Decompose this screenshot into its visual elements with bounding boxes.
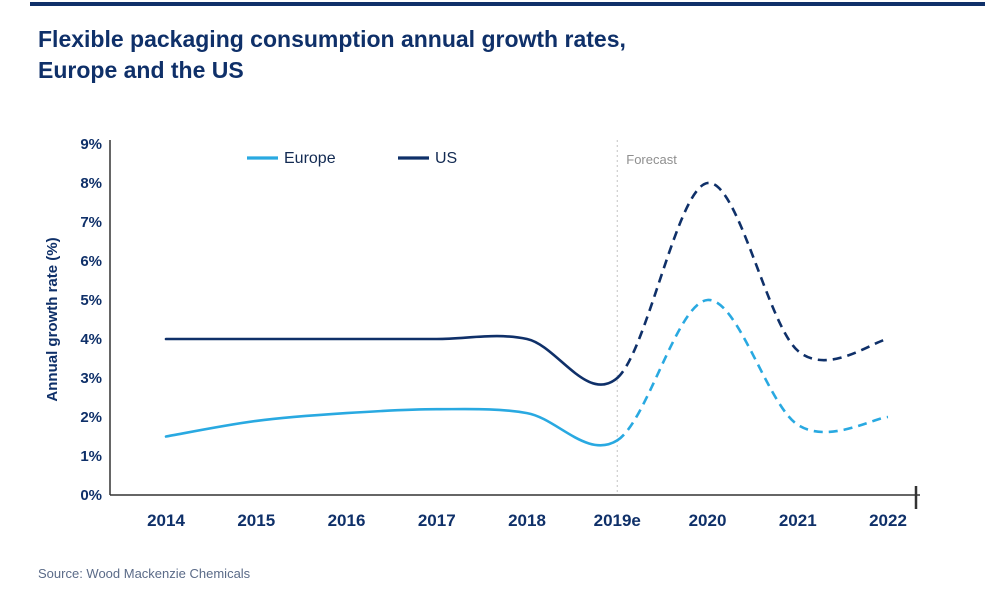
x-tick-label: 2016 — [328, 511, 366, 530]
growth-rate-line-chart: Forecast 0% 1% 2% 3% 4% 5% 6% 7% 8% 9% 2014 2015 2016… — [44, 136, 920, 530]
y-tick-label: 3% — [80, 370, 102, 387]
y-tick-label: 5% — [80, 292, 102, 309]
x-tick-label: 2021 — [779, 511, 817, 530]
x-tick-label: 2020 — [689, 511, 727, 530]
legend-label-europe: Europe — [284, 150, 336, 167]
y-tick-label: 7% — [80, 214, 102, 231]
x-tick-label: 2022 — [869, 511, 907, 530]
y-tick-label: 0% — [80, 487, 102, 504]
x-tick-label: 2019e — [594, 511, 641, 530]
forecast-label: Forecast — [626, 152, 677, 167]
us-line-dashed — [616, 181, 889, 379]
y-tick-label: 2% — [80, 409, 102, 426]
y-tick-label: 8% — [80, 175, 102, 192]
y-tick-label: 9% — [80, 136, 102, 153]
x-tick-label: 2015 — [237, 511, 275, 530]
y-tick-label: 4% — [80, 331, 102, 348]
x-tick-label: 2017 — [418, 511, 456, 530]
y-tick-label: 1% — [80, 448, 102, 465]
europe-line-solid — [164, 407, 619, 447]
top-border-rule — [30, 2, 985, 6]
y-tick-label: 6% — [80, 253, 102, 270]
europe-line-dashed — [616, 298, 889, 442]
y-axis-title: Annual growth rate (%) — [44, 237, 61, 401]
legend-label-us: US — [435, 150, 457, 167]
us-line-solid — [164, 334, 619, 386]
x-tick-label: 2018 — [508, 511, 546, 530]
x-tick-label: 2014 — [147, 511, 185, 530]
source-attribution: Source: Wood Mackenzie Chemicals — [38, 566, 251, 581]
chart-title: Flexible packaging consumption annual gr… — [38, 26, 626, 84]
